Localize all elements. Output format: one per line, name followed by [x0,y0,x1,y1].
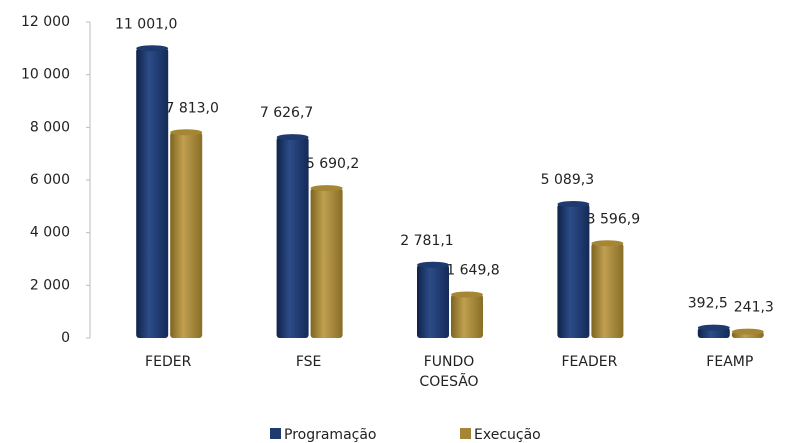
x-tick-label: FEAMP [706,354,754,370]
bar [557,203,590,338]
bar-top [310,185,343,192]
value-label: 1 649,8 [446,263,499,279]
y-tick-label: 2 000 [30,277,70,293]
bar-top [136,45,169,52]
value-label: 5 089,3 [541,172,594,188]
bar-top [170,129,203,136]
x-tick-label: FEDER [145,354,192,370]
y-tick-label: 4 000 [30,225,70,241]
bar [276,137,309,338]
value-label: 7 813,0 [165,100,218,116]
value-label: 2 781,1 [400,233,453,249]
y-tick-label: 8 000 [30,119,70,135]
bar-top [451,291,483,298]
bar-top [276,134,309,141]
bar [417,264,449,338]
bar [591,243,624,338]
legend-swatch [460,428,471,439]
y-tick-label: 12 000 [21,14,70,30]
legend-label: Execução [474,427,541,443]
bar-top [417,261,449,268]
y-tick-label: 10 000 [21,67,70,83]
y-tick-label: 0 [61,330,70,346]
bar-top [591,240,624,247]
value-label: 241,3 [734,300,774,316]
bar [310,188,343,338]
value-label: 11 001,0 [115,16,177,32]
value-label: 5 690,2 [306,156,359,172]
value-label: 392,5 [688,296,728,312]
x-tick-label: FSE [295,354,322,370]
y-tick-label: 6 000 [30,172,70,188]
legend-label: Programação [284,427,377,443]
value-label: 7 626,7 [260,105,313,121]
legend-swatch [270,428,281,439]
bar [136,48,169,338]
bar [170,132,203,338]
value-label: 3 596,9 [587,211,640,227]
x-tick-label: FUNDO COESÃO [419,354,479,390]
x-tick-label: FEADER [561,354,618,370]
bar-top [731,328,764,335]
bar-top [697,324,730,331]
bar-top [557,200,590,207]
bar [451,294,483,338]
